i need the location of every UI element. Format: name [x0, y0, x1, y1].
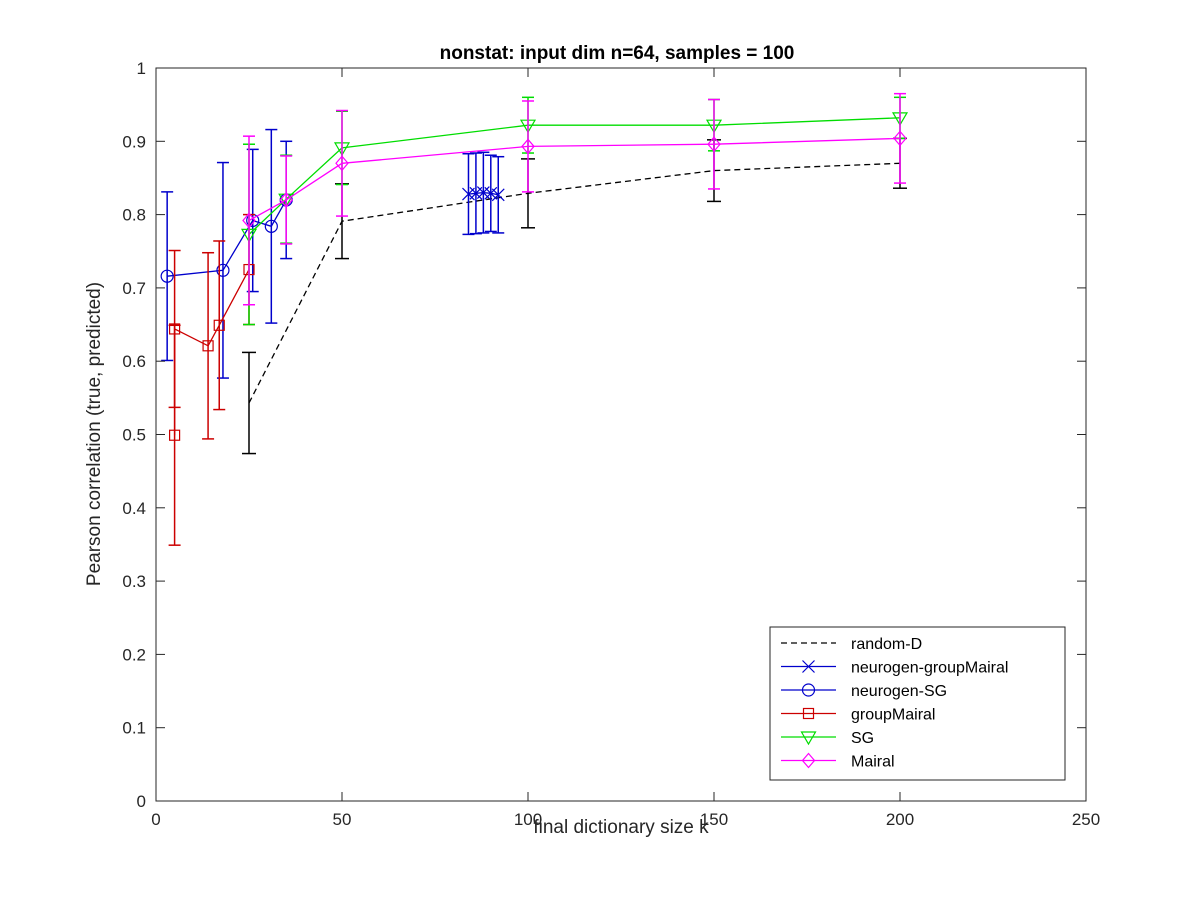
y-tick-label: 0.3 — [122, 572, 146, 591]
series-groupmairal — [168, 213, 255, 546]
y-tick-label: 0 — [137, 792, 146, 811]
legend-marker — [801, 683, 816, 697]
legend-label: SG — [851, 730, 874, 747]
y-tick-label: 0.4 — [122, 499, 146, 518]
legend-label: neurogen-groupMairal — [851, 660, 1008, 677]
series-neurogen-groupmairal — [462, 151, 505, 236]
series-line — [248, 162, 901, 404]
legend-marker — [802, 660, 815, 673]
data-point — [521, 138, 535, 155]
x-axis-label: final dictionary size k — [533, 817, 709, 838]
legend-item: neurogen-groupMairal — [781, 660, 1008, 677]
y-tick-label: 0.6 — [122, 352, 146, 371]
y-tick-label: 0.5 — [122, 426, 146, 445]
y-tick-label: 0.7 — [122, 279, 146, 298]
series-line — [248, 137, 901, 222]
legend-marker — [801, 752, 816, 769]
x-tick-label: 150 — [700, 810, 728, 829]
data-point — [216, 263, 230, 277]
y-tick-label: 0.8 — [122, 206, 146, 225]
legend-item: SG — [781, 730, 874, 747]
chart-title: nonstat: input dim n=64, samples = 100 — [440, 43, 795, 64]
y-tick-label: 0.2 — [122, 645, 146, 664]
legend: random-D neurogen-groupMairal neurogen-SG g… — [769, 626, 1066, 781]
x-tick-label: 0 — [151, 810, 160, 829]
data-point — [893, 130, 907, 147]
data-point — [491, 188, 505, 202]
data-point — [169, 323, 181, 335]
x-tick-label: 200 — [886, 810, 914, 829]
data-point — [707, 136, 721, 153]
legend-item: groupMairal — [781, 707, 935, 724]
data-point — [279, 192, 293, 208]
legend-item: neurogen-SG — [781, 683, 947, 700]
legend-label: neurogen-SG — [851, 683, 947, 700]
y-axis-label: Pearson correlation (true, predicted) — [84, 282, 105, 586]
series-mairal — [242, 92, 907, 306]
data-point — [335, 155, 349, 172]
data-point — [202, 340, 214, 352]
series-line — [248, 117, 901, 235]
series-neurogen-sg — [160, 128, 293, 379]
x-tick-label: 50 — [333, 810, 352, 829]
legend-box — [769, 626, 1066, 781]
data-point — [213, 319, 225, 331]
legend-marker — [800, 731, 817, 746]
x-tick-label: 100 — [514, 810, 542, 829]
data-point — [169, 429, 181, 441]
legend-item: random-D — [781, 636, 922, 653]
data-point — [484, 186, 498, 200]
legend-label: Mairal — [851, 754, 895, 771]
y-tick-label: 1 — [137, 59, 146, 78]
y-tick-label: 0.1 — [122, 719, 146, 738]
series-line — [173, 269, 250, 436]
data-point — [264, 219, 278, 233]
legend-label: random-D — [851, 636, 922, 653]
plot-area — [160, 92, 909, 546]
data-point — [242, 212, 256, 229]
legend-item: Mairal — [781, 752, 895, 771]
x-tick-label: 250 — [1072, 810, 1100, 829]
y-tick-label: 0.9 — [122, 132, 146, 151]
series-line — [167, 199, 287, 277]
legend-marker — [802, 707, 815, 720]
y-axis: 0 0.1 0.2 0.3 0.4 0.5 0.6 0.7 0.8 0.9 1 — [122, 59, 1086, 811]
legend-label: groupMairal — [851, 707, 935, 724]
x-axis: 0 50 100 150 200 250 — [151, 68, 1100, 829]
data-point — [160, 269, 174, 283]
